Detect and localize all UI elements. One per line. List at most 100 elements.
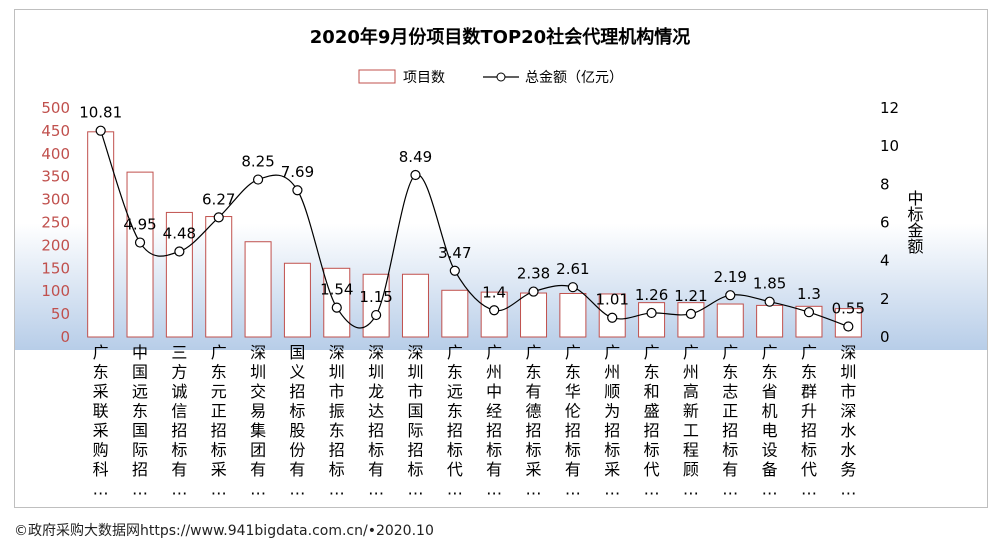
- bar: [520, 292, 548, 338]
- category-label: 三方诚信招标有…: [171, 343, 187, 499]
- line-data-label: 1.85: [753, 275, 786, 293]
- line-data-label: 1.3: [797, 285, 821, 303]
- category-label: 广东志正招标有…: [722, 343, 738, 499]
- line-point: [331, 302, 342, 313]
- left-axis: 0 50 100 150 200 250 300 350 400 450 500: [41, 99, 70, 346]
- left-tick-label: 0: [60, 328, 70, 346]
- line-data-label: 1.15: [359, 288, 392, 306]
- chart-title: 2020年9月份项目数TOP20社会代理机构情况: [310, 26, 690, 48]
- legend-bar-swatch: [358, 69, 396, 84]
- bar: [716, 303, 744, 338]
- right-tick-label: 2: [880, 290, 890, 308]
- line-point: [803, 307, 815, 318]
- category-label: 广东省机电设备…: [762, 343, 778, 499]
- line-data-label: 0.55: [832, 300, 865, 318]
- left-tick-label: 500: [41, 99, 70, 117]
- category-label: 深圳市深水水务…: [840, 343, 856, 499]
- line-point: [174, 246, 185, 257]
- category-labels: 广东采联采购科… 中国远东国际招… 三方诚信招标有… 广东元正招标采… 深圳交易集团有……: [93, 343, 857, 499]
- category-label: 深圳交易集团有…: [250, 343, 266, 499]
- line-point: [607, 312, 618, 323]
- line-data-label: 4.48: [163, 225, 196, 243]
- line-point: [95, 125, 106, 136]
- category-label: 广东元正招标采…: [211, 343, 227, 499]
- line-point: [843, 321, 854, 332]
- line-point: [489, 305, 500, 316]
- left-tick-label: 150: [41, 259, 70, 277]
- right-axis: 0 2 4 6 8 10 12: [880, 99, 899, 346]
- line-data-labels: 10.81 4.95 4.48 6.27 8.25 7.69 1.54 1.15 8.49 3.4…: [79, 104, 865, 318]
- right-tick-label: 4: [880, 252, 890, 270]
- line-point: [764, 296, 775, 307]
- line-point: [371, 309, 382, 321]
- left-tick-label: 350: [41, 168, 70, 186]
- left-tick-label: 250: [41, 214, 70, 232]
- bar: [165, 211, 193, 338]
- chart-frame: [14, 9, 988, 508]
- category-label: 广州顺为招标采…: [604, 343, 620, 499]
- category-label: 广东群升招标代…: [801, 343, 817, 499]
- line-point: [213, 212, 224, 223]
- bar: [441, 289, 469, 338]
- line-data-label: 2.61: [556, 260, 589, 278]
- right-tick-label: 10: [880, 137, 899, 155]
- right-axis-label: 中标金额: [905, 190, 924, 254]
- line-data-label: 2.38: [517, 265, 550, 283]
- line-point: [252, 174, 264, 185]
- category-label: 广东远东招标代…: [447, 343, 463, 499]
- category-label: 广州高新工程顾…: [683, 343, 699, 499]
- line-point: [725, 290, 736, 301]
- bar: [87, 131, 115, 338]
- bar: [638, 302, 666, 338]
- legend-line-marker: [496, 72, 506, 82]
- bar: [205, 216, 233, 338]
- line-data-label: 7.69: [281, 163, 314, 181]
- bar: [677, 302, 705, 338]
- category-label: 中国远东国际招…: [132, 343, 148, 499]
- category-label: 深圳市振东招标…: [329, 343, 345, 499]
- bar: [559, 292, 587, 338]
- bar: [283, 262, 311, 338]
- line-point: [646, 307, 657, 319]
- right-tick-label: 0: [880, 328, 890, 346]
- line-data-label: 1.4: [482, 283, 506, 301]
- line-point: [292, 185, 303, 196]
- right-tick-label: 12: [880, 99, 899, 117]
- bar: [401, 273, 429, 338]
- left-tick-label: 450: [41, 122, 70, 140]
- category-label: 深圳市国际招标…: [407, 343, 423, 499]
- bar: [244, 241, 272, 338]
- line-data-label: 1.54: [320, 281, 353, 299]
- category-label: 广东和盛招标代…: [644, 343, 660, 499]
- category-label: 国义招标股份有…: [289, 343, 305, 499]
- category-label: 深圳龙达招标有…: [368, 343, 384, 499]
- left-tick-label: 100: [41, 282, 70, 300]
- line-data-label: 4.95: [123, 216, 156, 234]
- bar: [362, 273, 390, 338]
- line-markers: [95, 125, 854, 332]
- line-data-label: 3.47: [438, 244, 471, 262]
- line-data-label: 8.25: [241, 153, 274, 171]
- left-tick-label: 50: [51, 305, 70, 323]
- left-tick-label: 300: [41, 191, 70, 209]
- bar: [126, 171, 154, 338]
- category-label: 广州中经招标有…: [486, 343, 502, 499]
- line-data-label: 1.21: [674, 287, 707, 305]
- line-point: [410, 169, 421, 181]
- line-point: [567, 282, 578, 293]
- right-tick-label: 8: [880, 175, 890, 193]
- left-tick-label: 200: [41, 236, 70, 254]
- bar: [756, 304, 784, 338]
- line-point: [449, 265, 460, 276]
- line-data-label: 8.49: [399, 148, 432, 166]
- category-label: 广东有德招标采…: [526, 343, 542, 499]
- category-label: 广东华伦招标有…: [565, 343, 581, 499]
- line-data-label: 6.27: [202, 190, 235, 208]
- left-tick-label: 400: [41, 145, 70, 163]
- bar-series: [87, 131, 862, 338]
- legend: 项目数 总金额（亿元）: [358, 69, 623, 86]
- line-data-label: 2.19: [714, 268, 747, 286]
- category-label: 广东采联采购科…: [93, 343, 109, 499]
- legend-line-label: 总金额（亿元）: [525, 70, 623, 86]
